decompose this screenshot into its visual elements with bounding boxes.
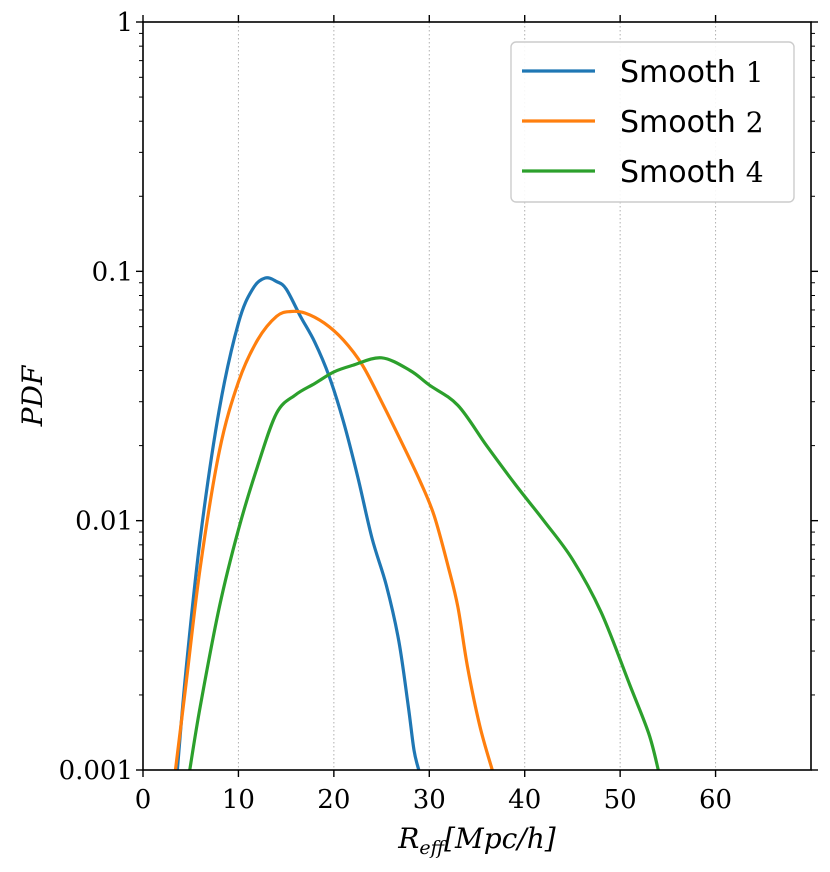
y-tick-label: 1 xyxy=(116,8,133,38)
x-tick-label: 40 xyxy=(508,785,541,815)
legend-label-2: Smooth 2 xyxy=(620,105,764,140)
y-tick-label: 0.001 xyxy=(59,756,133,786)
legend-word: Smooth xyxy=(620,155,736,190)
legend-number: 2 xyxy=(746,106,764,139)
legend-label-3: Smooth 4 xyxy=(620,155,764,190)
x-tick-label: 20 xyxy=(317,785,350,815)
plot-frame xyxy=(142,21,812,771)
series-line-1 xyxy=(175,276,421,771)
series-line-2 xyxy=(173,309,494,771)
legend-number: 4 xyxy=(746,156,764,189)
x-tick-label: 50 xyxy=(604,785,637,815)
y-axis-label: PDF xyxy=(16,364,49,427)
x-tick-label: 10 xyxy=(222,785,255,815)
x-tick-labels: 0 10 20 30 40 50 60 xyxy=(135,785,732,815)
series-lines xyxy=(173,276,660,771)
x-tick-label: 30 xyxy=(413,785,446,815)
series-line-3 xyxy=(188,356,660,771)
major-ticks xyxy=(136,15,818,777)
legend-number: 1 xyxy=(746,56,764,89)
legend-label-1: Smooth 1 xyxy=(620,55,764,90)
legend-word: Smooth xyxy=(620,55,736,90)
x-axis-label-subscript: eff xyxy=(419,837,447,859)
y-tick-labels: 0.001 0.01 0.1 1 xyxy=(59,8,133,786)
legend-word: Smooth xyxy=(620,105,736,140)
x-tick-label: 60 xyxy=(699,785,732,815)
y-tick-label: 0.01 xyxy=(75,507,133,537)
legend-box xyxy=(510,41,795,203)
x-tick-label: 0 xyxy=(135,785,152,815)
y-tick-label: 0.1 xyxy=(92,257,133,287)
legend: Smooth 1 Smooth 2 Smooth 4 xyxy=(510,41,795,203)
x-axis-label-units: [Mpc/h] xyxy=(444,822,556,855)
x-axis-label: Reff[Mpc/h] xyxy=(397,822,555,859)
